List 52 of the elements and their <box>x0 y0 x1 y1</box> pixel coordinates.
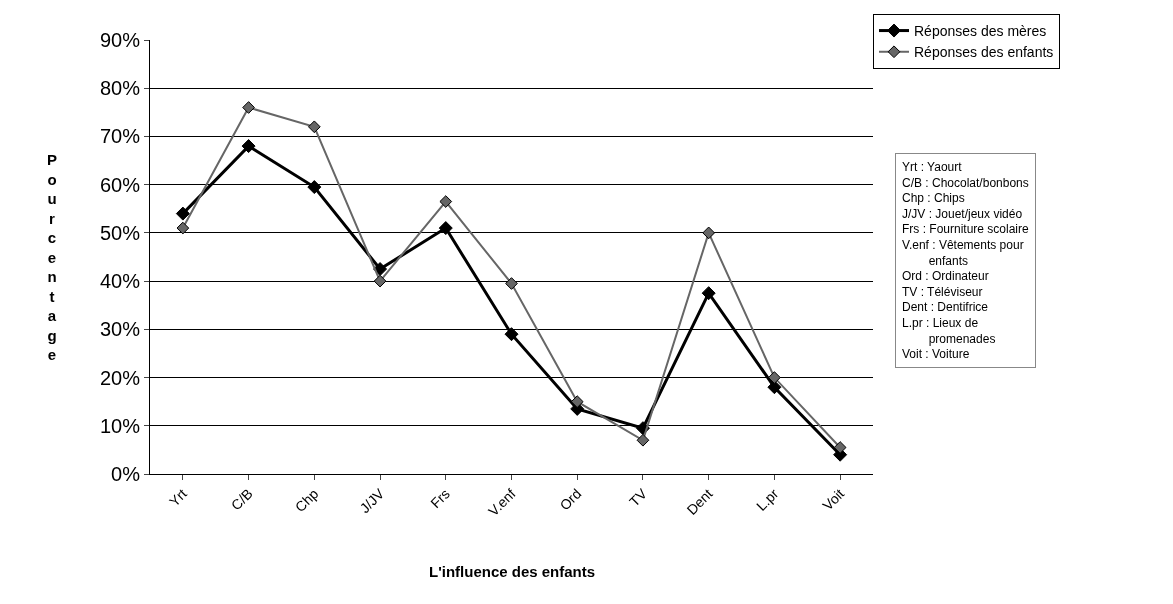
y-tick-label: 50% <box>99 221 141 244</box>
y-tick-label: 10% <box>99 414 141 437</box>
y-tick-label: 90% <box>99 29 141 51</box>
y-tick-label: 60% <box>99 173 141 196</box>
point <box>439 195 453 208</box>
text: Ord : Ordinateur <box>902 269 989 284</box>
point <box>504 327 519 342</box>
point <box>702 226 716 240</box>
text: J/JV : Jouet/jeux vidéo <box>902 206 1023 221</box>
x-tick-label: Yrt <box>165 485 191 510</box>
y-tick-label: 70% <box>99 125 141 148</box>
y-tick-label: 80% <box>99 77 141 100</box>
x-tick-label: Voit <box>819 485 848 514</box>
x-tick-label: TV <box>626 485 651 510</box>
text: Dent : Dentifrice <box>902 300 989 315</box>
legend-label: Réponses des enfants <box>914 44 1054 61</box>
point <box>373 262 388 277</box>
point <box>768 371 781 384</box>
x-tick-label: Frs <box>427 485 453 512</box>
text: L.pr : Lieux de promenades <box>902 316 996 346</box>
point <box>636 433 650 447</box>
point <box>307 120 321 134</box>
point <box>241 139 256 154</box>
text: Pourcentage <box>47 151 58 363</box>
point <box>373 274 387 288</box>
text: Chp : Chips <box>902 191 965 206</box>
y-tick-label: 20% <box>99 366 141 389</box>
y-tick-label: 40% <box>99 270 141 293</box>
x-tick-label: Chp <box>291 485 322 516</box>
point <box>505 277 518 290</box>
text: V.enf : Vêtements pour enfants <box>902 238 1024 268</box>
text: TV : Téléviseur <box>902 284 983 299</box>
x-axis-title: L'influence des enfants <box>429 563 596 580</box>
x-tick-label: C/B <box>227 485 256 514</box>
point <box>307 180 322 195</box>
y-tick-label: 30% <box>99 318 141 341</box>
x-tick-label: L.pr <box>753 485 782 514</box>
point <box>570 395 584 409</box>
point <box>833 441 847 454</box>
text: Frs : Fourniture scolaire <box>902 222 1030 237</box>
text: C/B : Chocolat/bonbons <box>902 175 1029 190</box>
legend-label: Réponses des mères <box>914 23 1047 40</box>
x-tick-label: Ord <box>556 485 585 514</box>
point <box>438 221 453 236</box>
point <box>701 286 716 301</box>
y-tick-label: 0% <box>111 463 141 485</box>
point <box>767 380 782 395</box>
point <box>175 206 190 221</box>
text: Voit : Voiture <box>902 347 970 362</box>
point <box>242 101 255 114</box>
point <box>176 221 190 235</box>
text: Yrt : Yaourt <box>902 160 963 174</box>
